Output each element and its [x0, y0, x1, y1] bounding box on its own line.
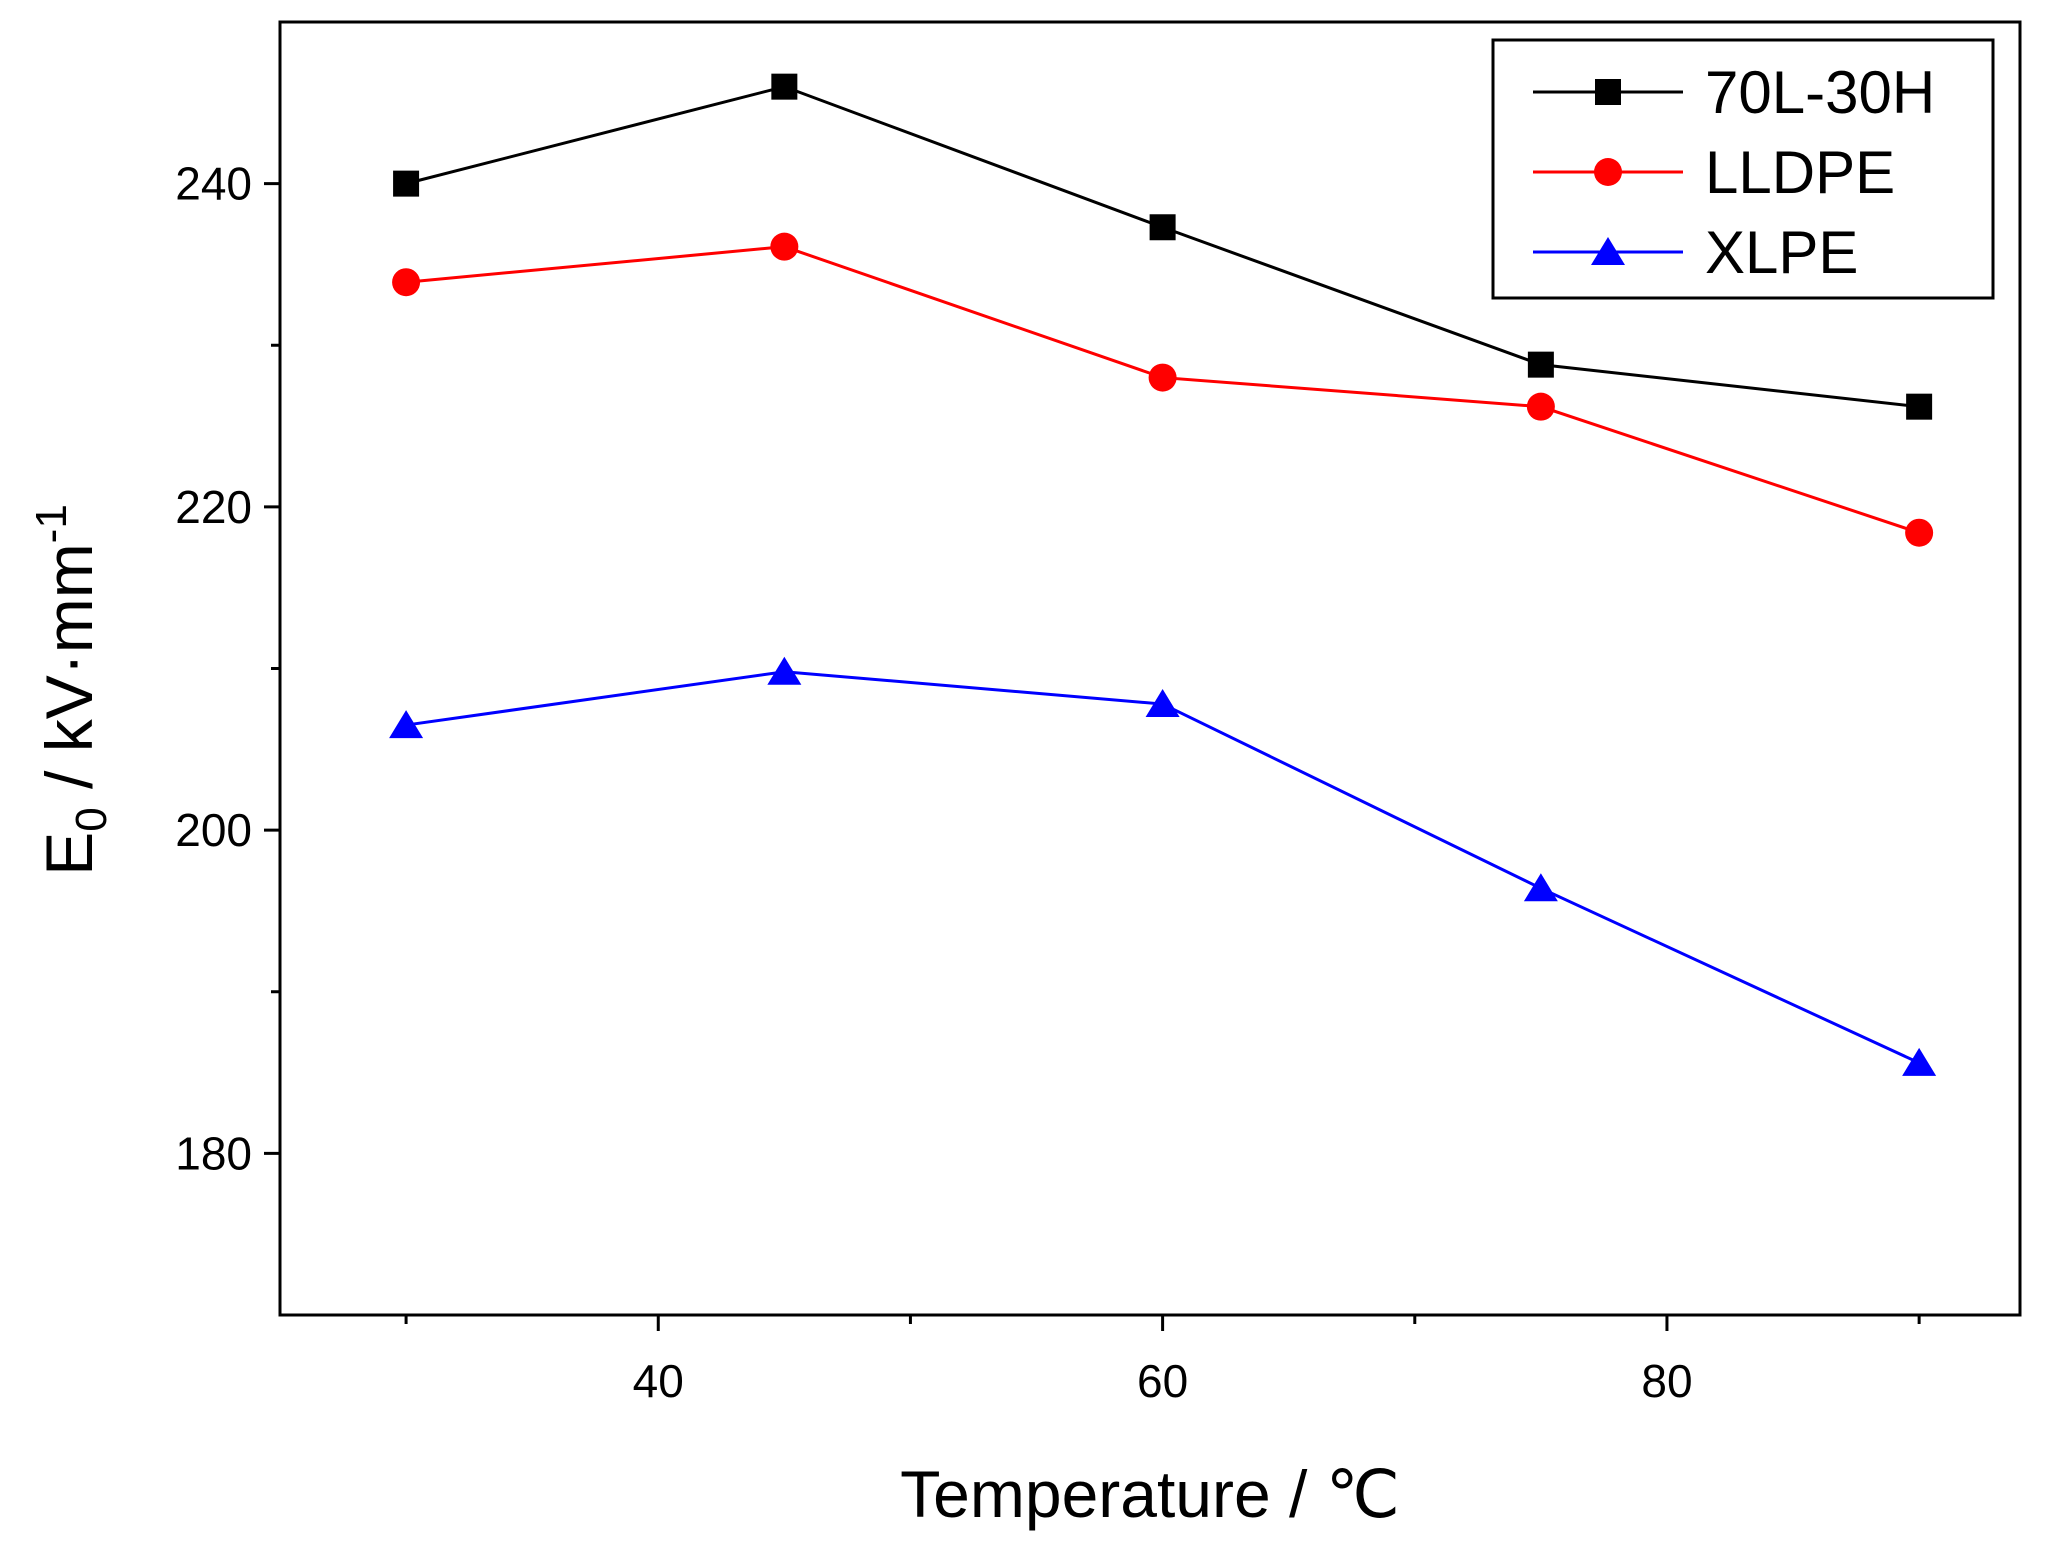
data-point: [1145, 689, 1180, 718]
y-axis-label: E0 / kV·mm-1: [27, 504, 116, 876]
y-tick-label: 240: [175, 158, 252, 210]
data-point: [1526, 392, 1555, 421]
data-point: [1905, 518, 1934, 547]
data-point: [389, 710, 424, 739]
legend-item: LLDPE: [1533, 139, 1895, 206]
legend-item: XLPE: [1533, 219, 1858, 286]
data-point: [1902, 1047, 1937, 1076]
x-tick-label: 60: [1137, 1355, 1188, 1407]
data-point: [1149, 214, 1176, 241]
series-layer: [389, 73, 1937, 1076]
y-tick-label: 220: [175, 481, 252, 533]
legend-box: [1491, 38, 1995, 300]
y-tick-label: 200: [175, 804, 252, 856]
x-tick-label: 80: [1641, 1355, 1692, 1407]
data-point: [767, 656, 802, 685]
x-axis-label: Temperature / ℃: [900, 1457, 1400, 1531]
axis-ticks: 40 60 80 180 200 220 240: [175, 158, 1921, 1407]
data-point: [1906, 393, 1933, 420]
legend-item: 70L-30H: [1533, 59, 1935, 126]
data-point: [392, 268, 421, 297]
y-axis-label-unit: / kV·mm: [32, 543, 106, 807]
y-tick-label: 180: [175, 1127, 252, 1179]
x-tick-label: 40: [633, 1355, 684, 1407]
y-axis-label-subscript: 0: [67, 807, 116, 831]
legend: 70L-30H LLDPE XLPE: [1491, 38, 1995, 300]
series-line: [405, 670, 1920, 1065]
y-axis-label-main: E: [32, 832, 106, 876]
y-axis-label-superscript: -1: [27, 504, 76, 543]
data-point: [1527, 351, 1554, 378]
legend-label: LLDPE: [1705, 139, 1895, 206]
legend-label: 70L-30H: [1705, 59, 1935, 126]
legend-marker: [1594, 158, 1622, 186]
legend-label: XLPE: [1705, 219, 1858, 286]
legend-marker: [1591, 237, 1625, 265]
legend-marker: [1595, 79, 1621, 105]
series-70l-30h: [393, 73, 1933, 420]
series-lldpe: [392, 232, 1934, 547]
data-point: [770, 232, 799, 261]
data-point: [771, 73, 798, 100]
data-point: [1523, 873, 1558, 902]
series-xlpe: [389, 656, 1937, 1076]
data-point: [1148, 363, 1177, 392]
data-point: [393, 170, 420, 197]
